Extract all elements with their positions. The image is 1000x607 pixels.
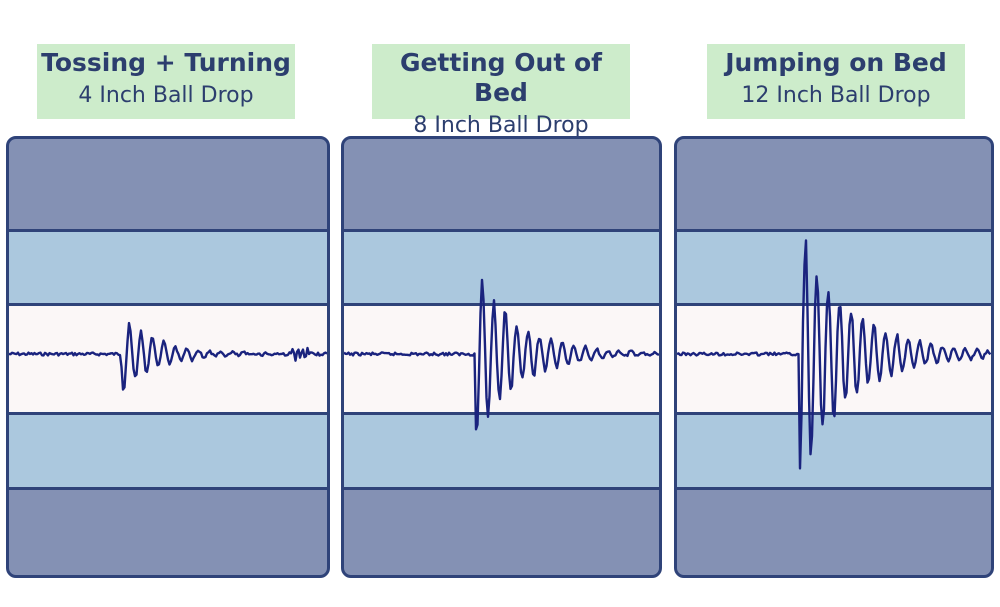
upper-band xyxy=(677,230,991,304)
divider-line xyxy=(9,412,327,415)
panel-3-title: Jumping on Bed xyxy=(725,48,947,77)
divider-line xyxy=(677,229,991,232)
motion-waveform xyxy=(677,239,991,470)
panel-1-title: Tossing + Turning xyxy=(41,48,291,77)
panel-1-label: Tossing + Turning 4 Inch Ball Drop xyxy=(37,44,295,119)
upper-band xyxy=(9,230,327,304)
motion-waveform xyxy=(9,321,327,391)
divider-line xyxy=(344,412,659,415)
upper-band xyxy=(344,230,659,304)
panel-2-title: Getting Out of Bed xyxy=(399,48,603,107)
motion-waveform xyxy=(344,278,659,431)
panel-3-subtitle: 12 Inch Ball Drop xyxy=(741,83,931,108)
waveform-path xyxy=(344,278,659,431)
mattress-panel-3 xyxy=(674,136,994,578)
mattress-panel-2 xyxy=(341,136,662,578)
divider-line xyxy=(677,487,991,490)
lower-band xyxy=(677,414,991,488)
panel-1-subtitle: 4 Inch Ball Drop xyxy=(78,83,254,108)
divider-line xyxy=(344,303,659,306)
lower-band xyxy=(344,414,659,488)
mattress-panel-1 xyxy=(6,136,330,578)
divider-line xyxy=(344,487,659,490)
divider-line xyxy=(677,303,991,306)
panel-3-label: Jumping on Bed 12 Inch Ball Drop xyxy=(707,44,965,119)
divider-line xyxy=(344,229,659,232)
panel-2-label: Getting Out of Bed 8 Inch Ball Drop xyxy=(372,44,630,138)
waveform-path xyxy=(677,239,991,470)
divider-line xyxy=(9,229,327,232)
waveform-path xyxy=(9,321,327,391)
divider-line xyxy=(9,303,327,306)
lower-band xyxy=(9,414,327,488)
panel-2-subtitle: 8 Inch Ball Drop xyxy=(413,113,589,138)
divider-line xyxy=(9,487,327,490)
